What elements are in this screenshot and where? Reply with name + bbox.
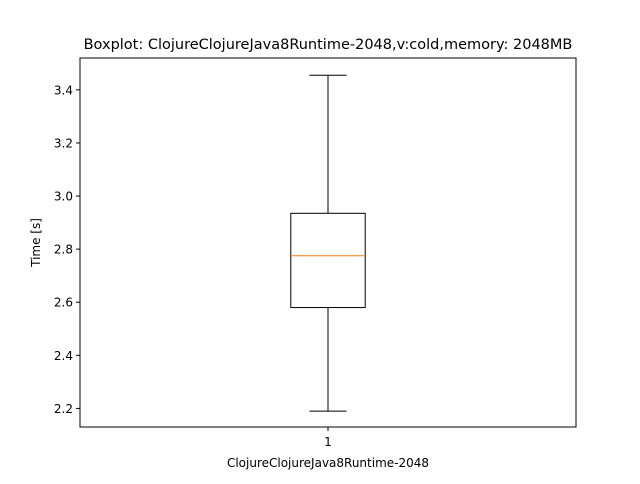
x-tick-label: 1 [324,435,332,449]
y-tick-label: 3.0 [54,190,73,204]
box-group [290,74,366,412]
y-tick-label: 2.4 [54,349,73,363]
x-axis-ticks: 1 [324,427,332,449]
plot-area-frame [79,57,577,428]
y-tick-label: 2.2 [54,402,73,416]
y-axis-label: Time [s] [29,218,43,268]
y-tick-label: 2.6 [54,296,73,310]
y-tick-label: 3.4 [54,83,73,97]
y-axis-ticks: 2.2 2.4 2.6 2.8 3.0 3.2 3.4 [54,83,80,416]
iqr-box [290,212,366,309]
y-tick-label: 2.8 [54,243,73,257]
x-axis-label: ClojureClojureJava8Runtime-2048 [227,456,429,470]
y-tick-label: 3.2 [54,136,73,150]
chart-title: Boxplot: ClojureClojureJava8Runtime-2048… [84,37,573,53]
